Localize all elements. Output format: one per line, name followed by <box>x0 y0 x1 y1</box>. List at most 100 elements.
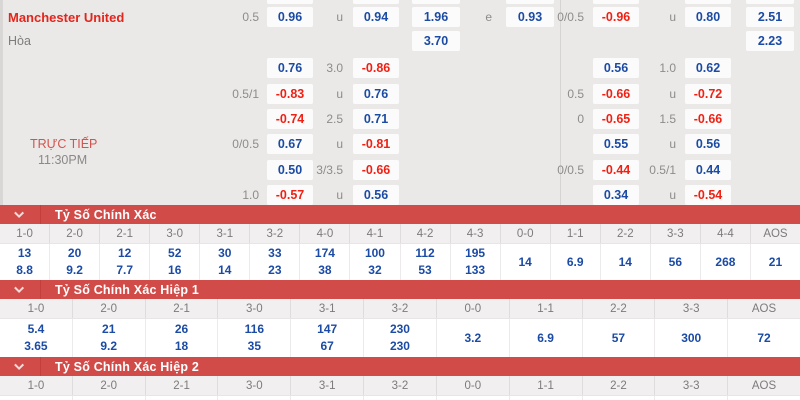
odds-cell[interactable]: 0.44 <box>685 160 731 180</box>
odds-cell[interactable]: 3.70 <box>412 31 460 51</box>
score-odds-cell[interactable]: 3.2 <box>437 319 510 357</box>
odds-cell[interactable]: 0.93 <box>506 7 554 27</box>
chevron-down-icon <box>13 208 24 219</box>
score-header-cell: AOS <box>751 302 777 315</box>
odds-cell[interactable]: -0.54 <box>685 185 731 205</box>
odds-cell[interactable]: 0.96 <box>267 7 313 27</box>
score-odds-cell <box>146 396 219 400</box>
score-header-cell: 2-0 <box>73 376 146 395</box>
score-header-cell: 1-1 <box>510 376 583 395</box>
score-header-cell: 3-1 <box>291 299 365 318</box>
score-odds-cell[interactable]: 6.9 <box>510 319 583 357</box>
odds-cell[interactable]: 0.56 <box>593 58 639 78</box>
odds-cell[interactable]: -0.66 <box>353 160 399 180</box>
score-odds-cell[interactable]: 112 53 <box>401 244 451 280</box>
odds-cell[interactable]: 0.55 <box>593 134 639 154</box>
score-odds-cell[interactable]: 30 14 <box>200 244 251 280</box>
odds-cell[interactable]: 0.50 <box>267 160 313 180</box>
score-odds-cell[interactable]: 100 32 <box>350 244 401 280</box>
odds-cell[interactable]: 0.80 <box>685 7 731 27</box>
odds-cell[interactable]: 0.76 <box>353 84 399 104</box>
score-odds-cell[interactable]: 57 <box>583 319 656 357</box>
odds-cell[interactable]: -0.83 <box>267 84 313 104</box>
chevron-down-icon[interactable] <box>0 280 41 299</box>
odds-cell[interactable]: 2.51 <box>746 7 794 27</box>
odds-cell[interactable]: 1.96 <box>412 7 460 27</box>
handicap-label: 0.5/1 <box>649 163 676 177</box>
score-odds-cell[interactable]: 147 67 <box>291 319 365 357</box>
score-header-cell: 2-0 <box>73 299 146 318</box>
odds-cell[interactable]: -0.86 <box>353 58 399 78</box>
odds-cell[interactable]: -0.44 <box>593 160 639 180</box>
odds-cell[interactable]: -0.57 <box>267 185 313 205</box>
score-odds-cell[interactable]: 21 <box>768 254 783 269</box>
score-header-cell: 2-2 <box>583 299 656 318</box>
section-title: Tỷ Số Chính Xác Hiệp 2 <box>55 359 200 374</box>
score-odds-cell[interactable]: 26 18 <box>146 319 219 357</box>
section-title: Tỷ Số Chính Xác <box>55 207 157 222</box>
home-team-name: Manchester United <box>8 9 125 25</box>
handicap-label: 0 <box>577 112 584 126</box>
score-odds-cell <box>218 396 292 400</box>
odds-cell[interactable]: -0.81 <box>353 134 399 154</box>
score-header-cell: 4-3 <box>451 224 501 243</box>
score-odds-cell[interactable]: 20 9.2 <box>50 244 101 280</box>
score-header-cell: 3-2 <box>250 224 301 243</box>
odds-cell[interactable]: -0.96 <box>593 7 639 27</box>
odds-cell[interactable]: 0.56 <box>353 185 399 205</box>
odds-cell[interactable]: 2.23 <box>746 31 794 51</box>
odds-cell[interactable]: -0.65 <box>593 109 639 129</box>
score-odds-cell[interactable]: 21 9.2 <box>73 319 146 357</box>
score-odds-cell[interactable]: 268 <box>701 244 751 280</box>
score-odds-cell[interactable]: 174 38 <box>300 244 351 280</box>
score-odds-cell[interactable]: 72 <box>757 330 771 345</box>
handicap-label: 3/3.5 <box>316 163 343 177</box>
score-odds-cell[interactable]: 13 8.8 <box>0 244 51 280</box>
handicap-label: 1.0 <box>659 61 676 75</box>
handicap-label: u <box>669 137 676 151</box>
odds-cell[interactable]: 0.71 <box>353 109 399 129</box>
score-header-cell: 1-1 <box>510 299 583 318</box>
score-odds-cell[interactable]: 300 <box>655 319 729 357</box>
score-header-cell: 2-1 <box>100 224 151 243</box>
handicap-label: 0.5 <box>242 10 259 24</box>
section-band[interactable]: Tỷ Số Chính Xác Hiệp 1 <box>0 280 800 299</box>
odds-cell[interactable]: -0.66 <box>593 84 639 104</box>
draw-label: Hòa <box>8 34 31 48</box>
score-odds-cell[interactable]: 6.9 <box>551 244 601 280</box>
score-header-cell: 0-0 <box>437 376 510 395</box>
score-header-row: 1-0 2-0 2-1 3-0 3-1 3-2 0-0 1-1 2-2 3-3 AOS <box>0 299 800 319</box>
score-odds-cell <box>728 396 800 400</box>
score-odds-cell[interactable]: 116 35 <box>218 319 292 357</box>
score-header-cell: 2-1 <box>146 299 219 318</box>
odds-cell[interactable]: -0.72 <box>685 84 731 104</box>
score-odds-cell[interactable]: 33 23 <box>250 244 301 280</box>
score-header-cell: 2-0 <box>50 224 101 243</box>
odds-cell[interactable]: 0.56 <box>685 134 731 154</box>
chevron-down-icon[interactable] <box>0 205 41 224</box>
odds-cell[interactable]: -0.66 <box>685 109 731 129</box>
odds-cell[interactable]: 0.67 <box>267 134 313 154</box>
odds-cell[interactable]: 0.76 <box>267 58 313 78</box>
score-odds-cell[interactable]: 5.4 3.65 <box>0 319 73 357</box>
odds-cell[interactable]: -0.74 <box>267 109 313 129</box>
odds-cell[interactable]: 0.34 <box>593 185 639 205</box>
odds-cell[interactable]: 0.94 <box>353 7 399 27</box>
odds-cell-clipped <box>506 0 554 4</box>
score-header-cell: 1-1 <box>551 224 601 243</box>
odds-cell[interactable]: 0.62 <box>685 58 731 78</box>
section-band[interactable]: Tỷ Số Chính Xác Hiệp 2 <box>0 357 800 376</box>
score-odds-cell[interactable]: 14 <box>501 244 551 280</box>
score-odds-cell[interactable]: 230 230 <box>364 319 437 357</box>
section-band[interactable]: Tỷ Số Chính Xác <box>0 205 800 224</box>
score-odds-cell[interactable]: 14 <box>601 244 651 280</box>
score-header-cell: 4-1 <box>350 224 401 243</box>
score-odds-cell[interactable]: 195 133 <box>451 244 501 280</box>
chevron-down-icon[interactable] <box>0 357 41 376</box>
score-header-cell: 0-0 <box>501 224 551 243</box>
score-odds-cell[interactable]: 12 7.7 <box>100 244 151 280</box>
handicap-label: e <box>485 10 492 24</box>
score-odds-cell[interactable]: 56 <box>651 244 701 280</box>
score-odds-cell[interactable]: 52 16 <box>150 244 201 280</box>
